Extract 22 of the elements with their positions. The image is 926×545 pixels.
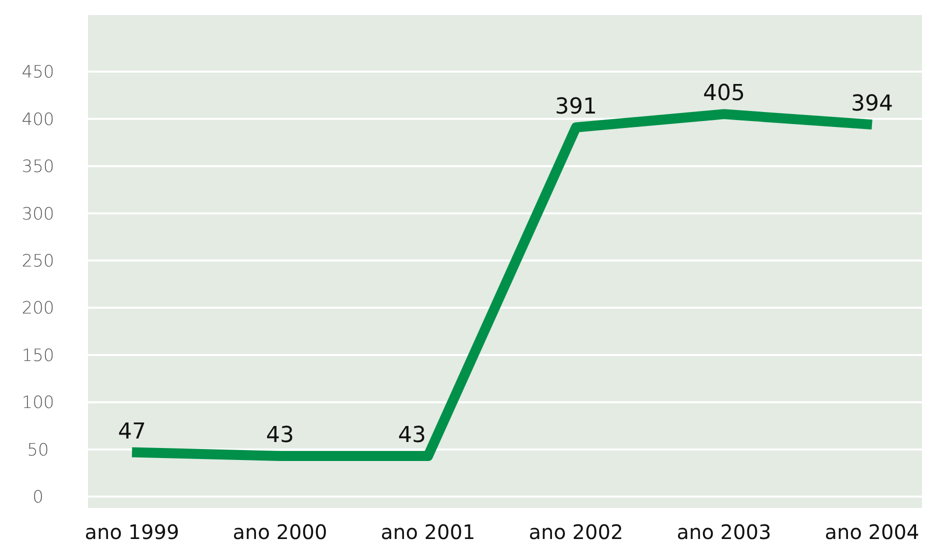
y-tick-label: 400 [22, 110, 54, 130]
y-tick-label: 0 [32, 488, 44, 508]
data-label: 394 [851, 92, 893, 117]
y-tick-label: 200 [22, 298, 54, 319]
x-tick-label: ano 2002 [528, 520, 624, 544]
x-tick-label: ano 1999 [84, 520, 180, 544]
y-tick-label: 250 [22, 252, 54, 272]
x-tick-label: ano 2001 [380, 520, 476, 544]
data-label: 391 [555, 94, 597, 120]
data-label: 43 [398, 423, 426, 448]
y-tick-label: 100 [22, 393, 54, 414]
y-tick-label: 450 [22, 62, 54, 83]
y-tick-label: 50 [27, 440, 49, 460]
x-tick-label: ano 2000 [232, 520, 328, 544]
data-label: 47 [118, 419, 146, 444]
x-tick-label: ano 2003 [676, 520, 772, 544]
data-label: 43 [266, 423, 294, 448]
y-tick-label: 150 [22, 346, 54, 366]
x-tick-label: ano 2004 [824, 520, 920, 544]
y-tick-label: 350 [22, 157, 54, 178]
data-label: 405 [703, 81, 745, 106]
y-tick-label: 300 [22, 204, 54, 224]
